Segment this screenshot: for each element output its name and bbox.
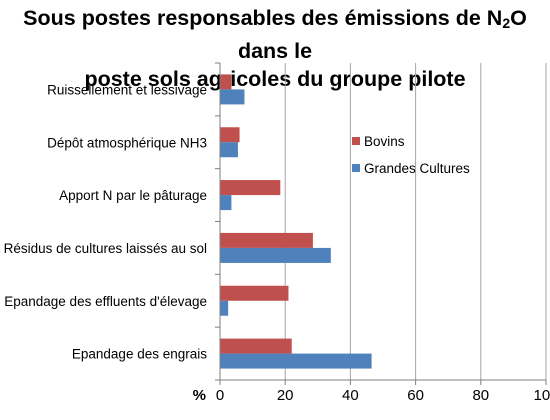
legend: Bovins Grandes Cultures — [352, 134, 470, 176]
bar-bovins — [220, 74, 232, 90]
gridlines — [284, 63, 547, 380]
x-tick-label: 80 — [472, 387, 489, 404]
x-tick-label: 100 — [533, 387, 550, 404]
x-unit-label: % — [193, 387, 206, 404]
bars — [220, 74, 372, 369]
bar-grandes-cultures — [220, 247, 331, 263]
bar-grandes-cultures — [220, 89, 245, 105]
title-line1-after: O dans le — [237, 6, 527, 63]
x-tick-label: 40 — [342, 387, 359, 404]
bar-grandes-cultures — [220, 353, 372, 369]
bar-bovins — [220, 232, 313, 248]
tick-labels: 0 20 40 60 80 100% — [193, 387, 550, 404]
bar-bovins — [220, 127, 240, 143]
legend-swatch — [352, 164, 360, 172]
x-tick-label: 0 — [216, 387, 224, 404]
title-line2: poste sols agricoles du groupe pilote — [84, 67, 466, 91]
bar-bovins — [220, 285, 289, 301]
legend-swatch — [352, 137, 360, 145]
axes — [215, 62, 547, 385]
legend-label: Grandes Cultures — [364, 161, 470, 176]
category-labels: Ruissellement et lessivage Dépôt atmosphé… — [4, 82, 208, 361]
legend-label: Bovins — [364, 134, 405, 149]
category-label: Apport N par le pâturage — [59, 188, 207, 203]
category-label: Ruissellement et lessivage — [47, 82, 207, 97]
category-label: Epandage des effluents d'élevage — [4, 294, 207, 309]
bar-bovins — [220, 338, 292, 354]
title-line1-before: Sous postes responsables des émissions d… — [23, 6, 503, 30]
x-tick-label: 60 — [407, 387, 424, 404]
bar-grandes-cultures — [220, 195, 232, 211]
category-label: Epandage des engrais — [72, 347, 207, 362]
bar-grandes-cultures — [220, 300, 229, 316]
category-label: Résidus de cultures laissés au sol — [4, 241, 207, 256]
bar-grandes-cultures — [220, 142, 238, 158]
title-subscript: 2 — [502, 15, 511, 31]
bar-bovins — [220, 180, 281, 196]
x-tick-label: 20 — [277, 387, 294, 404]
category-label: Dépôt atmosphérique NH3 — [47, 135, 207, 150]
chart-title: Sous postes responsables des émissions d… — [0, 4, 550, 93]
